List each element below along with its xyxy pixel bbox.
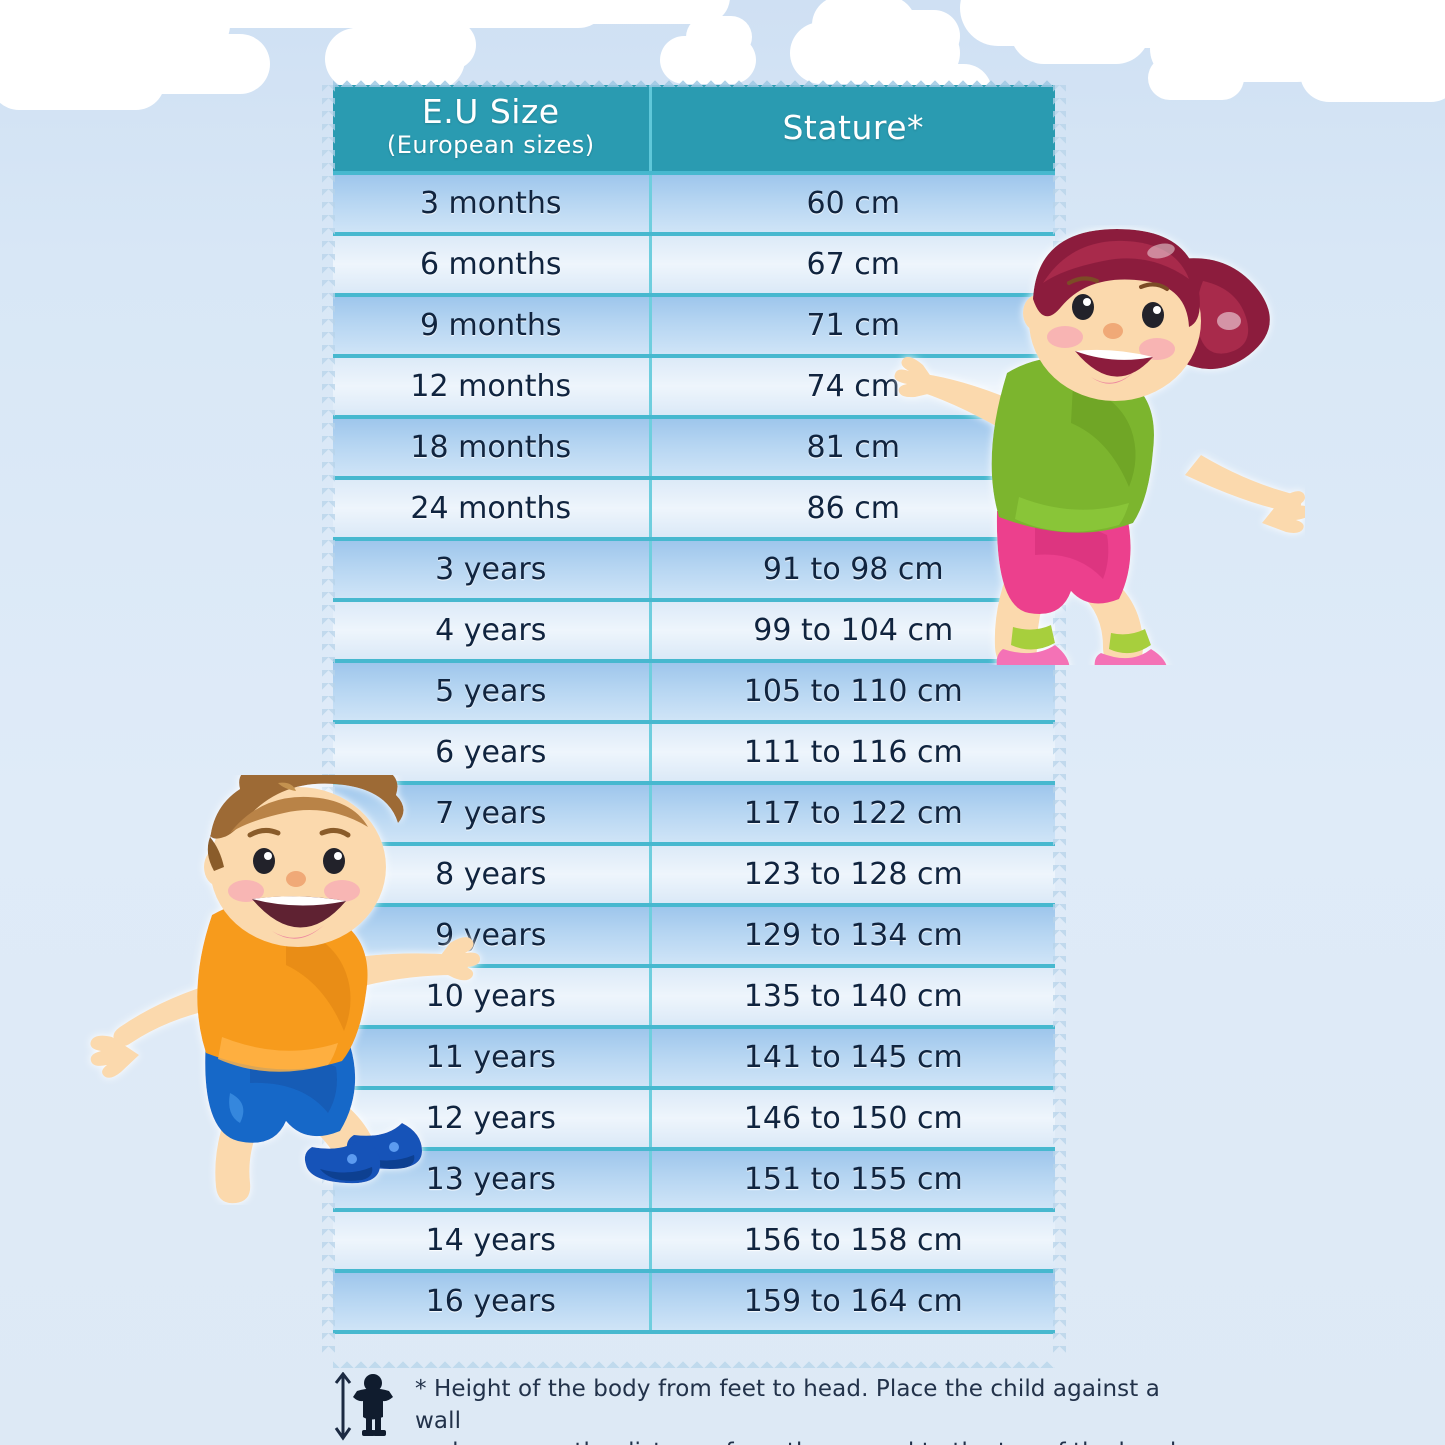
eu-size-title: E.U Size	[421, 92, 560, 132]
table-row: 8 years 123 to 128 cm	[333, 844, 1055, 905]
cell-stature: 71 cm	[650, 293, 1055, 358]
cell-eu-size: 12 months	[333, 356, 652, 417]
table-row: 6 months 67 cm	[333, 234, 1055, 295]
cell-stature: 151 to 155 cm	[650, 1147, 1055, 1212]
cell-stature: 135 to 140 cm	[650, 966, 1055, 1027]
cell-eu-size: 6 years	[333, 722, 652, 783]
column-header-stature: Stature*	[650, 85, 1055, 173]
footnote-line-2: and measure the distance from the ground…	[415, 1437, 1213, 1445]
cell-stature: 156 to 158 cm	[650, 1210, 1055, 1271]
table-row: 11 years 141 to 145 cm	[333, 1025, 1055, 1090]
cell-eu-size: 7 years	[333, 781, 652, 846]
cell-stature: 99 to 104 cm	[650, 600, 1055, 661]
cell-stature: 105 to 110 cm	[650, 659, 1055, 724]
cell-eu-size: 14 years	[333, 1210, 652, 1271]
table-row: 3 years 91 to 98 cm	[333, 537, 1055, 602]
footnote-text-block: * Height of the body from feet to head. …	[415, 1372, 1213, 1445]
table-row: 14 years 156 to 158 cm	[333, 1210, 1055, 1271]
cell-stature: 60 cm	[650, 171, 1055, 236]
cell-stature: 141 to 145 cm	[650, 1025, 1055, 1090]
stature-title: Stature*	[782, 107, 925, 147]
cell-stature: 81 cm	[650, 415, 1055, 480]
cell-stature: 159 to 164 cm	[650, 1269, 1055, 1334]
table-row: 16 years 159 to 164 cm	[333, 1269, 1055, 1334]
jumping-girl-illustration	[885, 225, 1311, 690]
size-chart-table: E.U Size (European sizes) Stature* 3 mon…	[333, 85, 1055, 1334]
child-height-arrow-icon	[333, 1371, 409, 1444]
cell-stature: 91 to 98 cm	[650, 537, 1055, 602]
cell-eu-size: 3 years	[333, 537, 652, 602]
cell-stature: 129 to 134 cm	[650, 903, 1055, 968]
table-row: 12 years 146 to 150 cm	[333, 1088, 1055, 1149]
cell-stature: 117 to 122 cm	[650, 781, 1055, 846]
table-header: E.U Size (European sizes) Stature*	[333, 85, 1055, 173]
footnote: * Height of the body from feet to head. …	[333, 1371, 1213, 1445]
table-row: 9 years 129 to 134 cm	[333, 903, 1055, 968]
jumping-boy-illustration	[80, 733, 510, 1205]
footnote-line-1: * Height of the body from feet to head. …	[415, 1376, 1160, 1434]
cell-eu-size: 4 years	[333, 600, 652, 661]
cell-eu-size: 6 months	[333, 234, 652, 295]
cell-eu-size: 13 years	[333, 1147, 652, 1212]
cell-stature: 146 to 150 cm	[650, 1088, 1055, 1149]
table-body: 3 months 60 cm 6 months 67 cm 9 months 71 cm 1…	[333, 171, 1055, 1334]
cell-stature: 67 cm	[650, 234, 1055, 295]
eu-size-subtitle: (European sizes)	[386, 130, 595, 159]
cell-eu-size: 16 years	[333, 1269, 652, 1334]
table-header-row: E.U Size (European sizes) Stature*	[333, 85, 1055, 173]
cell-eu-size: 8 years	[333, 844, 652, 905]
cell-eu-size: 12 years	[333, 1088, 652, 1149]
cell-eu-size: 9 months	[333, 293, 652, 358]
size-chart-card: E.U Size (European sizes) Stature* 3 mon…	[322, 74, 1066, 1368]
table-row: 5 years 105 to 110 cm	[333, 659, 1055, 724]
cell-eu-size: 3 months	[333, 171, 652, 236]
cell-stature: 111 to 116 cm	[650, 722, 1055, 783]
table-row: 24 months 86 cm	[333, 478, 1055, 539]
table-row: 18 months 81 cm	[333, 415, 1055, 480]
column-header-eu-size: E.U Size (European sizes)	[333, 85, 652, 173]
cell-stature: 123 to 128 cm	[650, 844, 1055, 905]
table-row: 13 years 151 to 155 cm	[333, 1147, 1055, 1212]
table-row: 7 years 117 to 122 cm	[333, 781, 1055, 846]
table-row: 4 years 99 to 104 cm	[333, 600, 1055, 661]
cell-eu-size: 5 years	[333, 659, 652, 724]
cell-eu-size: 9 years	[333, 903, 652, 968]
table-row: 3 months 60 cm	[333, 171, 1055, 236]
table-row: 9 months 71 cm	[333, 293, 1055, 358]
cell-stature: 86 cm	[650, 478, 1055, 539]
table-row: 6 years 111 to 116 cm	[333, 722, 1055, 783]
cell-eu-size: 24 months	[333, 478, 652, 539]
cell-eu-size: 18 months	[333, 415, 652, 480]
cell-eu-size: 11 years	[333, 1025, 652, 1090]
